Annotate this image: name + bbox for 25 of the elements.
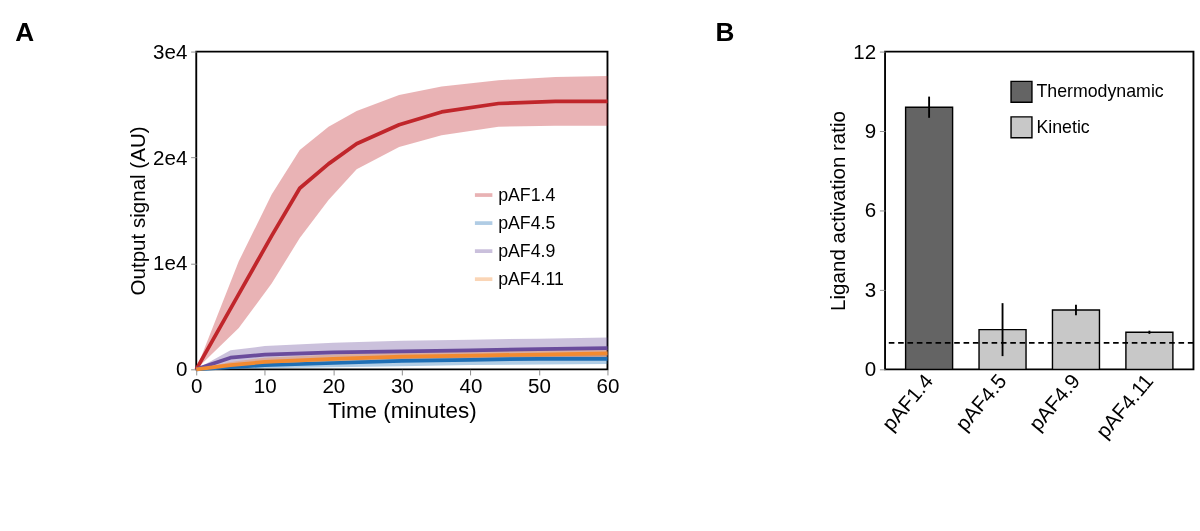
y-tick-label: 6 — [864, 198, 877, 222]
legend-label: Kinetic — [1036, 116, 1090, 137]
y-axis-title: Output signal (AU) — [125, 126, 149, 296]
y-tick-label: 1e4 — [153, 251, 188, 275]
y-tick-label: 3 — [864, 277, 877, 301]
y-tick-label: 12 — [853, 39, 877, 63]
x-tick-label: 50 — [527, 374, 551, 398]
x-tick-label: 40 — [459, 374, 483, 398]
x-axis-title: Time (minutes) — [328, 398, 477, 424]
legend-label: pAF4.11 — [498, 268, 564, 289]
legend-label: pAF4.9 — [498, 240, 556, 261]
chart-title: B — [715, 17, 735, 48]
y-tick-label: 3e4 — [153, 39, 188, 63]
legend-label: pAF1.4 — [498, 184, 556, 205]
y-tick-label: 9 — [864, 119, 877, 143]
legend-label: pAF4.5 — [498, 212, 556, 233]
x-tick-label: 60 — [596, 374, 620, 398]
x-tick-label: 30 — [390, 374, 414, 398]
chart-title: A — [15, 17, 35, 48]
y-axis-title: Ligand activation ratio — [825, 110, 849, 311]
y-tick-label: 2e4 — [153, 145, 188, 169]
x-tick-label: 20 — [322, 374, 346, 398]
legend-label: Thermodynamic — [1036, 81, 1164, 102]
x-tick-label: 10 — [253, 374, 277, 398]
x-tick-label: 0 — [191, 374, 203, 398]
